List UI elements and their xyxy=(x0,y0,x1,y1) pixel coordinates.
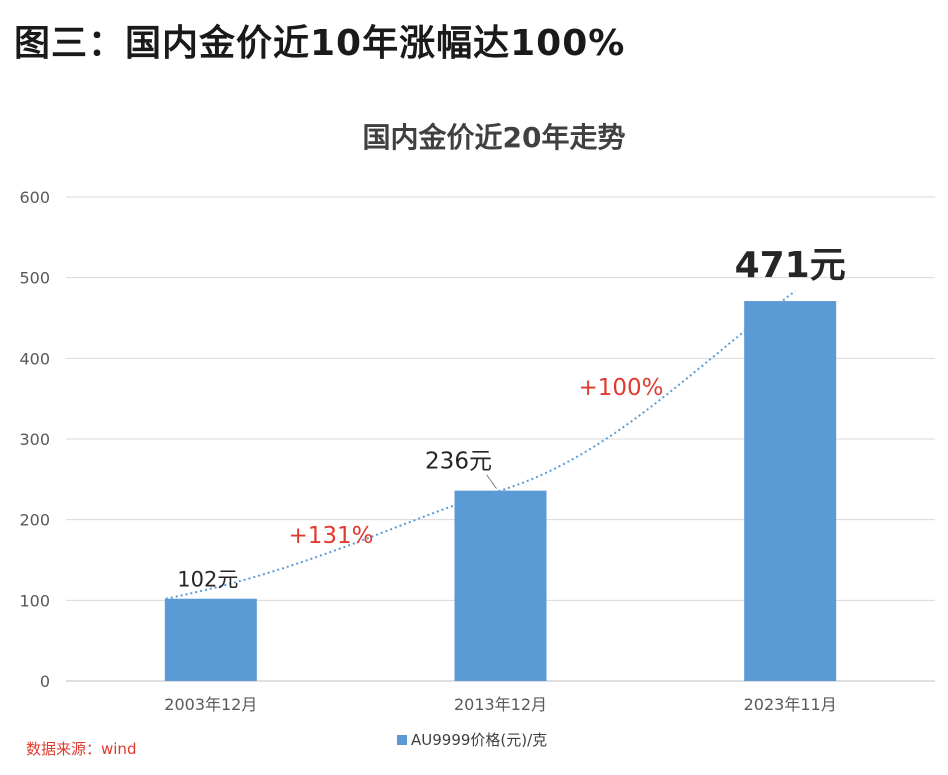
chart-title: 国内金价近20年走势 xyxy=(363,121,626,154)
bar-2013年12月 xyxy=(454,490,547,681)
y-tick-label: 200 xyxy=(19,511,50,530)
y-tick-label: 600 xyxy=(19,188,50,207)
label-leader-line xyxy=(486,474,497,489)
x-tick-label: 2023年11月 xyxy=(744,695,837,714)
legend-swatch xyxy=(397,735,407,745)
data-label: 236元 xyxy=(425,449,492,475)
y-tick-label: 100 xyxy=(19,591,50,610)
legend-label: AU9999价格(元)/克 xyxy=(411,731,547,749)
y-tick-label: 400 xyxy=(19,349,50,368)
data-label: 471元 xyxy=(735,245,846,286)
growth-annotation: +131% xyxy=(288,523,373,549)
y-tick-label: 500 xyxy=(19,269,50,288)
x-tick-label: 2003年12月 xyxy=(164,695,257,714)
bar-2003年12月 xyxy=(164,598,257,681)
page-heading: 图三：国内金价近10年涨幅达100% xyxy=(14,23,626,64)
y-tick-label: 0 xyxy=(40,672,50,691)
trend-curve xyxy=(165,290,796,600)
growth-annotation: +100% xyxy=(578,375,663,401)
y-tick-label: 300 xyxy=(19,430,50,449)
x-tick-label: 2013年12月 xyxy=(454,695,547,714)
data-label: 102元 xyxy=(177,568,238,592)
data-source-note: 数据来源：wind xyxy=(26,740,137,758)
bar-2023年11月 xyxy=(744,301,837,681)
